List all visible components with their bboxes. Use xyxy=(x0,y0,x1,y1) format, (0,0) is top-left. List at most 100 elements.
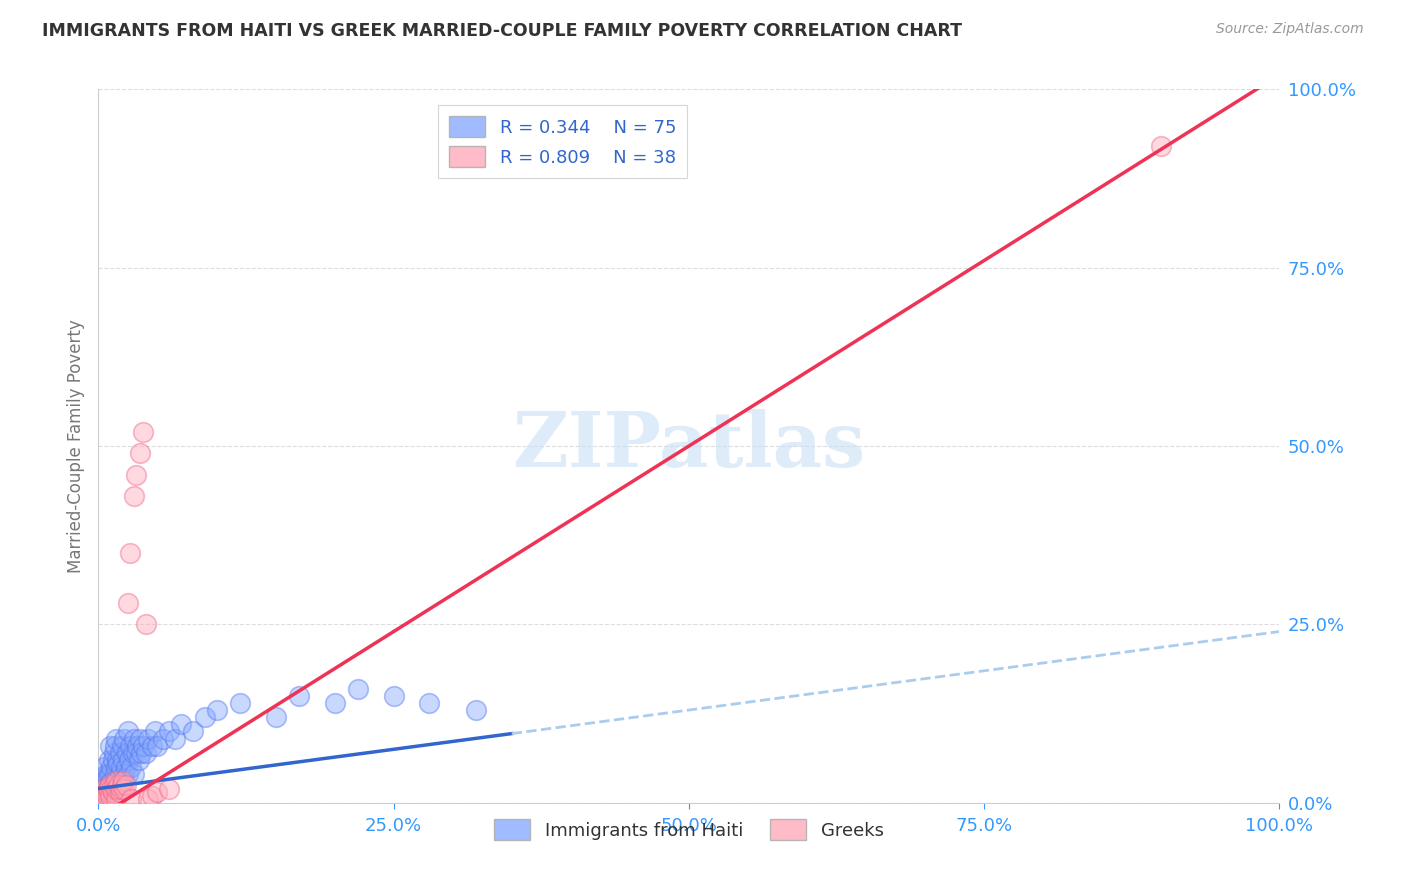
Point xyxy=(91,789,114,803)
Point xyxy=(103,774,125,789)
Point xyxy=(115,746,138,760)
Point xyxy=(157,781,180,796)
Point xyxy=(105,731,128,746)
Point xyxy=(107,778,129,792)
Point xyxy=(108,746,131,760)
Point xyxy=(93,781,115,796)
Point xyxy=(141,789,163,803)
Point xyxy=(98,753,121,767)
Point xyxy=(117,596,139,610)
Point xyxy=(105,753,128,767)
Point xyxy=(97,781,120,796)
Point xyxy=(91,785,114,799)
Legend: Immigrants from Haiti, Greeks: Immigrants from Haiti, Greeks xyxy=(486,812,891,847)
Point xyxy=(1150,139,1173,153)
Point xyxy=(103,778,125,792)
Point xyxy=(98,767,121,781)
Point xyxy=(104,739,127,753)
Point xyxy=(100,774,122,789)
Point xyxy=(97,767,120,781)
Point xyxy=(93,774,115,789)
Point xyxy=(194,710,217,724)
Text: Source: ZipAtlas.com: Source: ZipAtlas.com xyxy=(1216,22,1364,37)
Point xyxy=(108,785,131,799)
Point xyxy=(264,710,287,724)
Point xyxy=(98,778,121,792)
Point xyxy=(132,739,155,753)
Point xyxy=(98,785,121,799)
Point xyxy=(117,767,139,781)
Point xyxy=(170,717,193,731)
Point xyxy=(98,778,121,792)
Point xyxy=(94,781,117,796)
Point xyxy=(104,781,127,796)
Point xyxy=(121,792,143,806)
Point xyxy=(229,696,252,710)
Point xyxy=(135,746,157,760)
Point xyxy=(112,753,135,767)
Point xyxy=(93,792,115,806)
Point xyxy=(101,785,124,799)
Text: ZIPatlas: ZIPatlas xyxy=(512,409,866,483)
Point xyxy=(136,731,159,746)
Point xyxy=(120,546,142,560)
Point xyxy=(121,746,143,760)
Point xyxy=(111,739,134,753)
Point xyxy=(100,781,122,796)
Text: IMMIGRANTS FROM HAITI VS GREEK MARRIED-COUPLE FAMILY POVERTY CORRELATION CHART: IMMIGRANTS FROM HAITI VS GREEK MARRIED-C… xyxy=(42,22,962,40)
Point xyxy=(117,724,139,739)
Point xyxy=(105,774,128,789)
Point xyxy=(101,781,124,796)
Point xyxy=(105,781,128,796)
Point xyxy=(94,785,117,799)
Point xyxy=(96,785,118,799)
Point xyxy=(157,724,180,739)
Point xyxy=(120,739,142,753)
Point xyxy=(91,781,114,796)
Point xyxy=(122,489,145,503)
Point xyxy=(110,781,132,796)
Point xyxy=(114,760,136,774)
Point xyxy=(90,789,112,803)
Point xyxy=(111,778,134,792)
Point xyxy=(128,731,150,746)
Point xyxy=(112,781,135,796)
Point xyxy=(128,446,150,460)
Point xyxy=(98,739,121,753)
Point xyxy=(105,781,128,796)
Point xyxy=(136,792,159,806)
Point xyxy=(112,731,135,746)
Point xyxy=(125,746,148,760)
Point xyxy=(418,696,440,710)
Point xyxy=(127,739,149,753)
Point xyxy=(181,724,204,739)
Point xyxy=(112,774,135,789)
Point xyxy=(105,774,128,789)
Point xyxy=(96,771,118,785)
Point xyxy=(97,781,120,796)
Point xyxy=(382,689,405,703)
Point xyxy=(347,681,370,696)
Point xyxy=(122,767,145,781)
Point xyxy=(146,739,169,753)
Point xyxy=(135,617,157,632)
Point xyxy=(98,789,121,803)
Point xyxy=(143,724,166,739)
Point xyxy=(465,703,488,717)
Point xyxy=(118,753,141,767)
Point xyxy=(165,731,187,746)
Point xyxy=(112,767,135,781)
Point xyxy=(91,785,114,799)
Point xyxy=(101,753,124,767)
Point xyxy=(132,425,155,439)
Point xyxy=(105,792,128,806)
Point xyxy=(90,789,112,803)
Point xyxy=(96,789,118,803)
Y-axis label: Married-Couple Family Poverty: Married-Couple Family Poverty xyxy=(66,319,84,573)
Point xyxy=(125,467,148,482)
Point xyxy=(129,746,152,760)
Point xyxy=(105,760,128,774)
Point xyxy=(107,778,129,792)
Point xyxy=(128,753,150,767)
Point xyxy=(288,689,311,703)
